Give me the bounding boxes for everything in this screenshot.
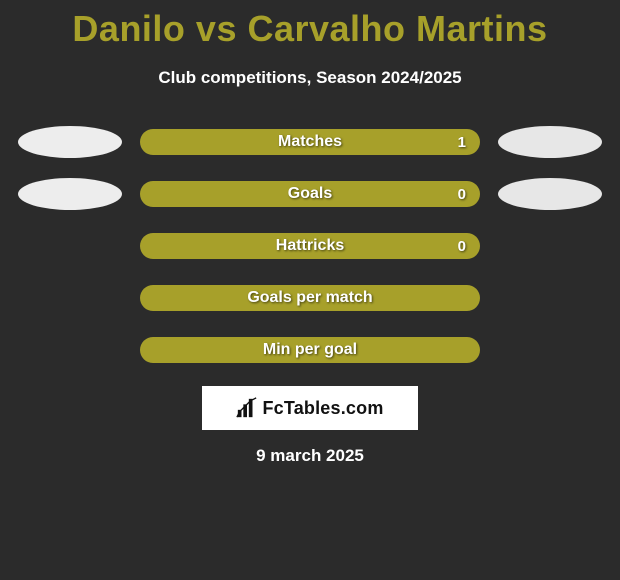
stat-bar: Matches 1 xyxy=(140,129,480,155)
stat-row: Hattricks 0 xyxy=(0,230,620,262)
stat-row: Min per goal xyxy=(0,334,620,366)
left-player-marker xyxy=(18,126,122,158)
left-player-marker xyxy=(18,178,122,210)
subtitle: Club competitions, Season 2024/2025 xyxy=(0,68,620,88)
page-title: Danilo vs Carvalho Martins xyxy=(0,0,620,50)
stat-label: Goals xyxy=(288,185,332,203)
stat-row: Goals per match xyxy=(0,282,620,314)
right-player-marker xyxy=(498,126,602,158)
stat-row: Goals 0 xyxy=(0,178,620,210)
stat-value: 0 xyxy=(458,238,466,255)
stat-bar: Hattricks 0 xyxy=(140,233,480,259)
stat-bar: Goals 0 xyxy=(140,181,480,207)
bar-chart-icon xyxy=(236,397,258,419)
right-player-marker xyxy=(498,178,602,210)
stat-rows: Matches 1 Goals 0 Hattricks 0 Goals per match M… xyxy=(0,126,620,366)
date-label: 9 march 2025 xyxy=(0,446,620,466)
stat-label: Hattricks xyxy=(276,237,344,255)
stat-bar: Goals per match xyxy=(140,285,480,311)
stat-value: 1 xyxy=(458,134,466,151)
stat-value: 0 xyxy=(458,186,466,203)
branding-text: FcTables.com xyxy=(262,398,383,419)
stat-label: Goals per match xyxy=(247,289,372,307)
branding-badge: FcTables.com xyxy=(202,386,418,430)
stat-label: Min per goal xyxy=(263,341,357,359)
stat-label: Matches xyxy=(278,133,342,151)
stat-bar: Min per goal xyxy=(140,337,480,363)
stat-row: Matches 1 xyxy=(0,126,620,158)
